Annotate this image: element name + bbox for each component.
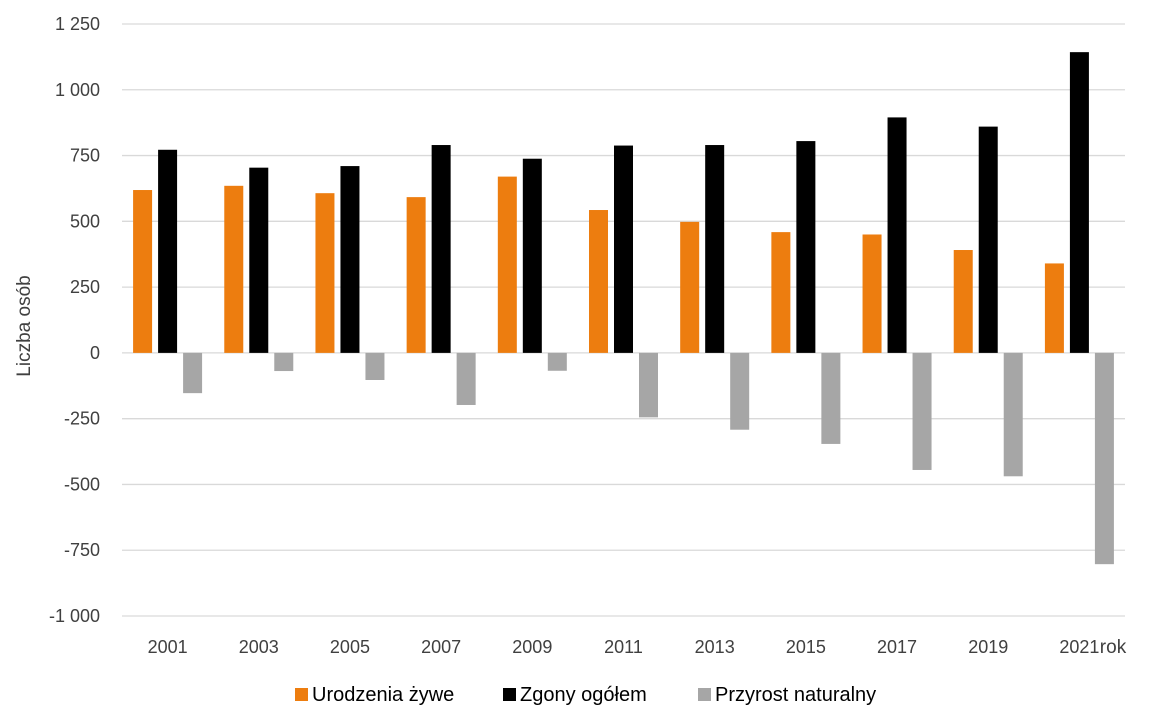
x-axis-title: rok bbox=[1100, 637, 1127, 658]
bar-2011-2 bbox=[614, 145, 633, 353]
y-tick-labels: -1 000 -750 -500 -250 0 250 500 750 1 000 1 250 bbox=[49, 14, 100, 626]
legend-swatch bbox=[698, 688, 711, 701]
y-axis-title: Liczba osób bbox=[14, 275, 35, 376]
legend-label: Zgony ogółem bbox=[520, 684, 647, 706]
x-tick-label: 2005 bbox=[330, 637, 370, 657]
bars bbox=[133, 52, 1114, 565]
x-tick-label: 2015 bbox=[786, 637, 826, 657]
bar-2005-2 bbox=[340, 166, 360, 353]
y-tick-label: 250 bbox=[70, 277, 100, 297]
y-tick-label: 750 bbox=[70, 146, 100, 166]
bar-2017-2 bbox=[887, 117, 907, 353]
y-tick-label: 1 250 bbox=[55, 14, 100, 34]
bar-2009-1 bbox=[497, 176, 517, 353]
bar-2003-3 bbox=[274, 352, 294, 372]
bar-2011-1 bbox=[589, 210, 608, 353]
y-tick-label: 0 bbox=[90, 343, 100, 363]
bar-2015-2 bbox=[796, 141, 816, 353]
bar-2015-3 bbox=[821, 352, 841, 444]
x-tick-label: 2003 bbox=[239, 637, 279, 657]
bar-2009-3 bbox=[547, 352, 567, 371]
y-tick-label: -750 bbox=[64, 540, 100, 560]
legend: Urodzenia żywe Zgony ogółem Przyrost natur… bbox=[295, 684, 876, 706]
bar-2017-3 bbox=[912, 352, 932, 470]
x-tick-label: 2021 bbox=[1059, 637, 1099, 657]
bar-2011-3 bbox=[639, 352, 658, 418]
x-tick-label: 2009 bbox=[512, 637, 552, 657]
bar-2017-1 bbox=[862, 234, 882, 353]
x-tick-label: 2013 bbox=[695, 637, 735, 657]
legend-label: Przyrost naturalny bbox=[715, 684, 876, 706]
bar-2005-1 bbox=[315, 193, 335, 353]
bar-2003-2 bbox=[249, 167, 269, 353]
bar-2005-3 bbox=[365, 352, 385, 380]
bar-2003-1 bbox=[224, 185, 244, 353]
x-tick-label: 2001 bbox=[148, 637, 188, 657]
x-tick-labels: 2001 2003 2005 2007 2009 2011 2013 2015 2017 2019… bbox=[148, 637, 1100, 657]
bar-2021-3 bbox=[1094, 352, 1114, 565]
bar-2001-3 bbox=[183, 352, 203, 394]
x-tick-label: 2007 bbox=[421, 637, 461, 657]
bar-2013-2 bbox=[705, 145, 725, 353]
bar-2007-3 bbox=[456, 352, 476, 405]
y-tick-label: -500 bbox=[64, 474, 100, 494]
x-tick-label: 2019 bbox=[968, 637, 1008, 657]
bar-2007-2 bbox=[431, 145, 451, 353]
x-tick-label: 2011 bbox=[604, 637, 643, 657]
y-tick-label: -1 000 bbox=[49, 606, 100, 626]
legend-swatch bbox=[503, 688, 516, 701]
x-tick-label: 2017 bbox=[877, 637, 917, 657]
bar-2013-1 bbox=[680, 221, 700, 353]
bar-2007-1 bbox=[406, 197, 426, 353]
bar-2001-1 bbox=[133, 190, 153, 353]
legend-swatch bbox=[295, 688, 308, 701]
y-tick-label: -250 bbox=[64, 409, 100, 429]
bar-2021-1 bbox=[1044, 263, 1064, 353]
bar-2009-2 bbox=[522, 158, 542, 353]
y-tick-label: 500 bbox=[70, 211, 100, 231]
bar-2019-2 bbox=[978, 126, 998, 353]
bar-2015-1 bbox=[771, 232, 791, 353]
bar-2019-3 bbox=[1003, 352, 1023, 477]
bar-2019-1 bbox=[953, 250, 973, 353]
bar-2001-2 bbox=[158, 149, 178, 353]
bar-2013-3 bbox=[730, 352, 750, 430]
bar-2021-2 bbox=[1069, 52, 1089, 353]
y-tick-label: 1 000 bbox=[55, 80, 100, 100]
legend-label: Urodzenia żywe bbox=[312, 684, 454, 706]
